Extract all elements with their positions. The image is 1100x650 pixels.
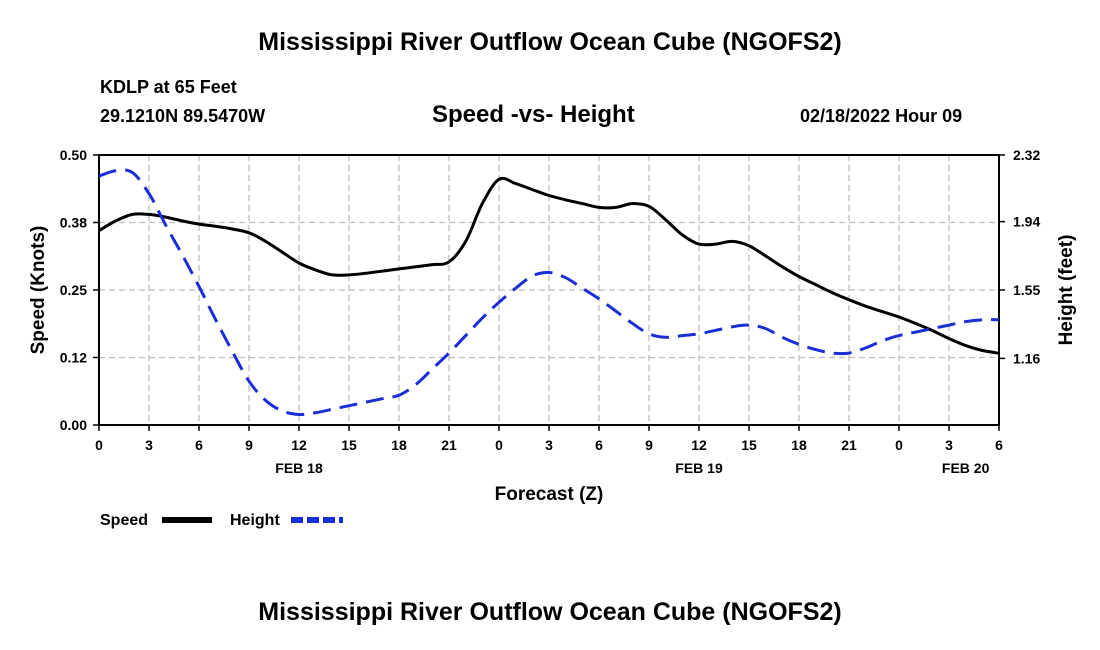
height-series-line bbox=[98, 168, 1000, 417]
coordinates-label: 29.1210N 89.5470W bbox=[100, 106, 266, 126]
chart-title: Mississippi River Outflow Ocean Cube (NG… bbox=[258, 28, 842, 56]
x-tick-label: 21 bbox=[841, 437, 857, 453]
x-tick-label: 15 bbox=[341, 437, 357, 453]
y-tick-label-left: 0.38 bbox=[60, 215, 87, 231]
x-tick-label: 0 bbox=[95, 437, 103, 453]
y-tick-label-right: 1.55 bbox=[1013, 282, 1040, 298]
day-label: FEB 18 bbox=[275, 460, 323, 476]
x-tick-label: 9 bbox=[645, 437, 653, 453]
x-tick-label: 6 bbox=[595, 437, 603, 453]
y-tick-label-left: 0.12 bbox=[60, 350, 87, 366]
y-tick-label-left: 0.25 bbox=[60, 282, 87, 298]
forecast-datetime: 02/18/2022 Hour 09 bbox=[800, 106, 963, 126]
x-tick-label: 15 bbox=[741, 437, 757, 453]
footer-title: Mississippi River Outflow Ocean Cube (NG… bbox=[258, 598, 842, 626]
speed-series-line bbox=[98, 176, 1000, 355]
x-tick-label: 3 bbox=[545, 437, 553, 453]
y-tick-label-right: 1.94 bbox=[1013, 214, 1040, 230]
x-tick-label: 9 bbox=[245, 437, 253, 453]
day-label: FEB 20 bbox=[942, 460, 990, 476]
x-tick-label: 18 bbox=[391, 437, 407, 453]
x-tick-label: 0 bbox=[495, 437, 503, 453]
x-tick-label: 0 bbox=[895, 437, 903, 453]
x-tick-label: 6 bbox=[995, 437, 1003, 453]
x-tick-label: 12 bbox=[691, 437, 707, 453]
y-tick-label-right: 1.16 bbox=[1013, 350, 1040, 366]
x-tick-label: 12 bbox=[291, 437, 307, 453]
x-tick-label: 6 bbox=[195, 437, 203, 453]
y-tick-label-left: 0.00 bbox=[60, 417, 87, 433]
legend-label-height: Height bbox=[230, 512, 280, 529]
y-axis-label-right: Height (feet) bbox=[1056, 235, 1077, 346]
x-axis-label: Forecast (Z) bbox=[495, 484, 604, 505]
x-tick-label: 21 bbox=[441, 437, 457, 453]
day-label: FEB 19 bbox=[675, 460, 723, 476]
station-label: KDLP at 65 Feet bbox=[100, 77, 237, 97]
y-axis-label-left: Speed (Knots) bbox=[28, 226, 49, 355]
chart-subtitle: Speed -vs- Height bbox=[432, 101, 635, 128]
legend-label-speed: Speed bbox=[100, 512, 148, 529]
y-tick-label-right: 2.32 bbox=[1013, 147, 1040, 163]
x-tick-label: 3 bbox=[945, 437, 953, 453]
x-tick-label: 3 bbox=[145, 437, 153, 453]
y-tick-label-left: 0.50 bbox=[60, 147, 87, 163]
x-tick-label: 18 bbox=[791, 437, 807, 453]
